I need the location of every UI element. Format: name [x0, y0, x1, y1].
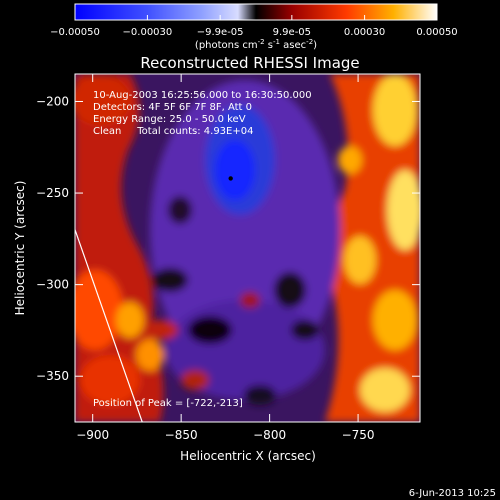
chart-title: Reconstructed RHESSI Image	[140, 54, 359, 72]
x-tick-label: −850	[165, 428, 198, 442]
y-tick-label: −200	[36, 94, 69, 108]
plot-frame	[74, 73, 421, 423]
colorbar-tick-label: −0.00050	[50, 27, 100, 38]
annotation-time: 10-Aug-2003 16:25:56.000 to 16:30:50.000	[93, 90, 312, 101]
y-tick-label: −250	[36, 186, 69, 200]
colorbar-tick-label: 0.00030	[344, 27, 385, 38]
colorbar-tick-label: −0.00030	[123, 27, 173, 38]
limb-line	[75, 229, 143, 422]
annotation-energy: Energy Range: 25.0 - 50.0 keV	[93, 114, 246, 125]
colorbar-tick-label: −9.9e-05	[197, 27, 244, 38]
colorbar: −0.00050 −0.00030 −9.9e-05 9.9e-05 0.00030 0.…	[50, 3, 458, 51]
colorbar-gradient	[74, 3, 438, 21]
y-tick-label: −350	[36, 369, 69, 383]
x-tick-label: −900	[76, 428, 109, 442]
colorbar-unit: (photons cm-2 s-1 asec-2)	[195, 38, 317, 51]
y-tick-label: −300	[36, 278, 69, 292]
x-tick-label: −800	[253, 428, 286, 442]
image-area	[75, 74, 420, 422]
peak-marker	[228, 176, 233, 181]
x-axis: −900 −850 −800 −750	[76, 74, 375, 442]
y-axis-label: Heliocentric Y (arcsec)	[13, 181, 27, 316]
y-axis: −200 −250 −300 −350	[36, 94, 420, 383]
footer-date: 6-Jun-2013 10:25	[409, 488, 496, 499]
colorbar-tick-label: 0.00050	[416, 27, 457, 38]
x-axis-label: Heliocentric X (arcsec)	[180, 449, 316, 463]
annotation-detectors: Detectors: 4F 5F 6F 7F 8F, Att 0	[93, 102, 252, 113]
x-tick-label: −750	[342, 428, 375, 442]
observation-info: 10-Aug-2003 16:25:56.000 to 16:30:50.000…	[93, 90, 312, 137]
annotation-counts: Clean Total counts: 4.93E+04	[93, 126, 253, 137]
colorbar-tick-label: 9.9e-05	[273, 27, 311, 38]
peak-position-label: Position of Peak = [-722,-213]	[93, 398, 243, 409]
